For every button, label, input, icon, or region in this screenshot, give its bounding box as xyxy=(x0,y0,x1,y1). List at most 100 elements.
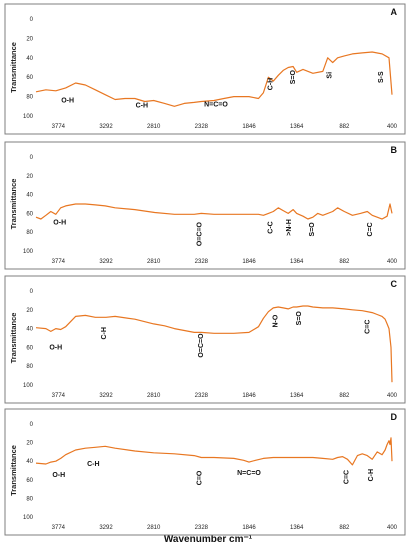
x-tick-label: 400 xyxy=(387,259,398,265)
x-tick-label: 2810 xyxy=(147,259,161,265)
y-tick-label: 40 xyxy=(26,56,33,62)
peak-annotation: N=C=O xyxy=(237,470,261,477)
y-tick-label: 0 xyxy=(30,17,34,23)
x-tick-label: 2328 xyxy=(195,124,209,130)
y-axis-label: Transmittance xyxy=(9,445,18,496)
x-tick-label: 1846 xyxy=(242,393,256,399)
x-tick-label: 1846 xyxy=(242,124,256,130)
peak-annotation: O-H xyxy=(61,97,74,104)
peak-annotation: C=C xyxy=(367,222,374,236)
peak-annotation: O-H xyxy=(52,472,65,479)
y-tick-label: 80 xyxy=(26,95,33,101)
y-tick-label: 0 xyxy=(30,289,34,295)
y-tick-label: 80 xyxy=(26,230,33,236)
y-tick-label: 0 xyxy=(30,155,34,161)
x-tick-label: 882 xyxy=(339,525,350,531)
y-tick-label: 20 xyxy=(26,174,33,180)
x-tick-label: 3292 xyxy=(99,124,113,130)
x-tick-label: 1364 xyxy=(290,393,304,399)
y-tick-label: 40 xyxy=(26,193,33,199)
peak-annotation: O-H xyxy=(53,220,66,227)
x-tick-label: 3292 xyxy=(99,393,113,399)
peak-annotation: O=C=O xyxy=(196,221,203,246)
y-axis-label: Transmittance xyxy=(9,179,18,230)
x-tick-label: 882 xyxy=(339,259,350,265)
panel-frame xyxy=(4,408,406,536)
x-tick-label: 3774 xyxy=(52,259,66,265)
y-tick-label: 20 xyxy=(26,36,33,42)
peak-annotation: S=O xyxy=(290,70,297,85)
panel-letter: A xyxy=(391,7,398,17)
panel-letter: C xyxy=(391,279,398,289)
peak-annotation: C-H xyxy=(87,461,99,468)
y-tick-label: 60 xyxy=(26,478,33,484)
spectrum-line xyxy=(35,51,393,107)
y-tick-label: 0 xyxy=(30,422,34,428)
x-tick-label: 1364 xyxy=(290,124,304,130)
x-tick-label: 1846 xyxy=(242,259,256,265)
y-tick-label: 100 xyxy=(23,383,34,389)
y-tick-label: 100 xyxy=(23,249,34,255)
panel-c: C 0 20 40 60 80 100 Transmittance 3774 3292 2810 23… xyxy=(4,275,406,404)
peak-annotation: O-H xyxy=(49,344,62,351)
y-tick-label: 100 xyxy=(23,114,34,120)
panel-letter: D xyxy=(391,412,398,422)
x-tick-label: 2328 xyxy=(195,393,209,399)
peak-annotation: C-C xyxy=(267,221,274,233)
panel-a: A 0 20 40 60 80 100 Transmittance 3774 3292 2810 23… xyxy=(4,3,406,135)
peak-annotation: >N-H xyxy=(286,219,293,236)
y-tick-label: 40 xyxy=(26,327,33,333)
y-tick-label: 60 xyxy=(26,75,33,81)
panel-frame xyxy=(4,275,406,404)
panel-letter: B xyxy=(391,145,398,155)
x-tick-label: 2328 xyxy=(195,525,209,531)
x-tick-label: 2810 xyxy=(147,124,161,130)
spectrum-line xyxy=(35,437,393,466)
x-tick-label: 3774 xyxy=(52,525,66,531)
y-tick-label: 80 xyxy=(26,496,33,502)
x-tick-label: 2810 xyxy=(147,393,161,399)
x-tick-label: 3292 xyxy=(99,259,113,265)
peak-annotation: C=O xyxy=(196,470,203,485)
y-axis-label: Transmittance xyxy=(9,42,18,93)
peak-annotation: C-H xyxy=(267,78,274,90)
peak-annotation: C-H xyxy=(101,327,108,339)
y-tick-label: 100 xyxy=(23,515,34,521)
x-tick-label: 1364 xyxy=(290,259,304,265)
y-tick-label: 40 xyxy=(26,459,33,465)
peak-annotation: N=C=O xyxy=(204,101,228,108)
y-tick-label: 60 xyxy=(26,211,33,217)
x-tick-label: 1364 xyxy=(290,525,304,531)
panel-b: B 0 20 40 60 80 100 Transmittance 3774 3292 2810 23… xyxy=(4,141,406,270)
panel-frame xyxy=(4,3,406,135)
x-axis-label: Wavenumber cm⁻¹ xyxy=(164,534,253,545)
y-axis-label: Transmittance xyxy=(9,313,18,364)
x-tick-label: 400 xyxy=(387,525,398,531)
x-tick-label: 2810 xyxy=(147,525,161,531)
x-tick-label: 3774 xyxy=(52,124,66,130)
peak-annotation: S=O xyxy=(309,222,316,237)
x-tick-label: 400 xyxy=(387,124,398,130)
spectrum-line xyxy=(35,203,393,220)
x-tick-label: 2328 xyxy=(195,259,209,265)
peak-annotation: C=C xyxy=(364,320,371,334)
peak-annotation: C=C xyxy=(343,470,350,484)
y-tick-label: 60 xyxy=(26,345,33,351)
x-tick-label: 3774 xyxy=(52,393,66,399)
peak-annotation: N-O xyxy=(272,314,279,327)
peak-annotation: C-H xyxy=(136,102,148,109)
peak-annotation: S=O xyxy=(296,311,303,326)
x-tick-label: 1846 xyxy=(242,525,256,531)
y-tick-label: 80 xyxy=(26,364,33,370)
y-tick-label: 20 xyxy=(26,441,33,447)
peak-annotation: C-H xyxy=(368,469,375,481)
x-tick-label: 400 xyxy=(387,393,398,399)
y-tick-label: 20 xyxy=(26,308,33,314)
peak-annotation: S-S xyxy=(378,71,385,83)
panel-d: D 0 20 40 60 80 100 Transmittance 3774 3292 2810 23… xyxy=(4,408,406,536)
spectrum-line xyxy=(35,305,393,383)
panel-frame xyxy=(4,141,406,270)
peak-annotation: O=C=O xyxy=(198,333,205,358)
x-tick-label: 3292 xyxy=(99,525,113,531)
